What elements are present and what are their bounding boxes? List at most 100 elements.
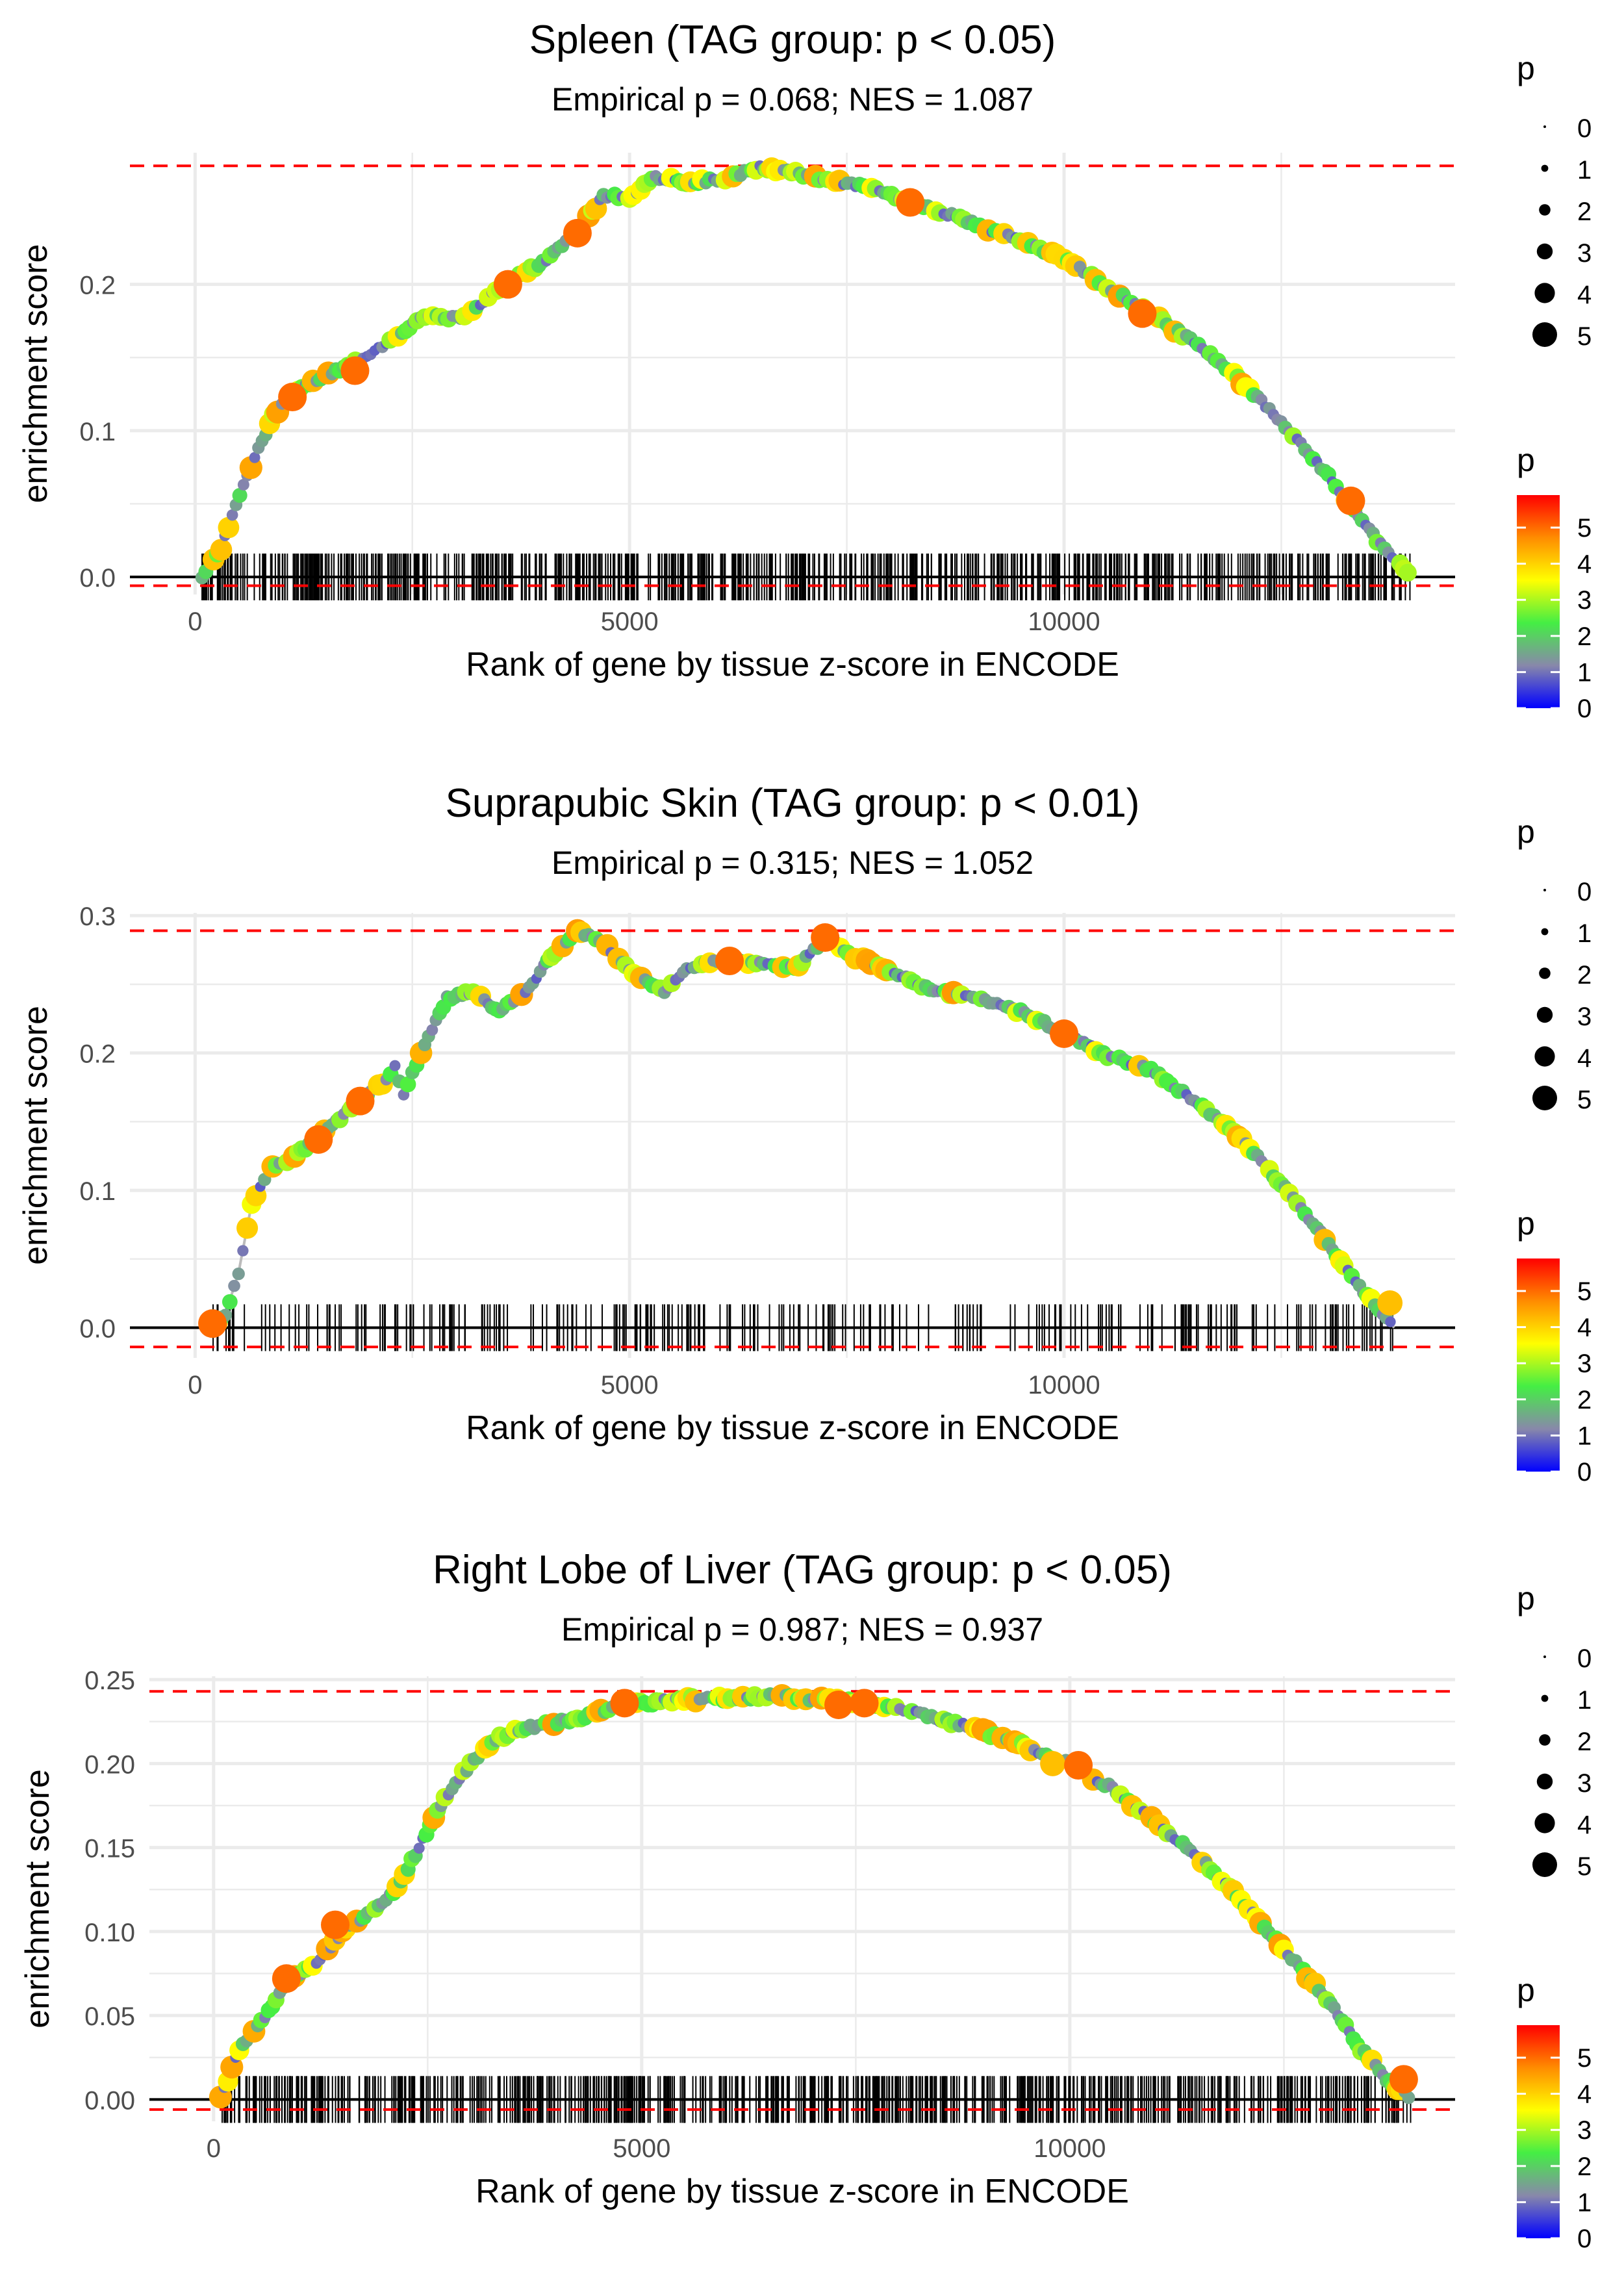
size-legend-title: p	[1517, 813, 1535, 850]
highlight-point	[1050, 1019, 1079, 1049]
color-legend-title: p	[1517, 442, 1535, 478]
highlight-point	[1336, 486, 1365, 515]
size-legend-label: 5	[1577, 1086, 1592, 1114]
size-legend-key	[1532, 322, 1557, 347]
y-tick-label: 0.05	[84, 2002, 135, 2031]
size-legend-title: p	[1517, 1580, 1535, 1616]
data-point	[218, 517, 240, 539]
color-legend-label: 4	[1577, 2080, 1592, 2109]
x-axis-title: Rank of gene by tissue z-score in ENCODE	[466, 646, 1119, 683]
highlight-point	[1377, 1290, 1403, 1316]
x-tick-label: 5000	[601, 1371, 659, 1399]
data-point	[210, 539, 233, 561]
y-tick-label: 0.15	[84, 1835, 135, 1863]
x-axis-title: Rank of gene by tissue z-score in ENCODE	[476, 2173, 1129, 2210]
size-legend-label: 4	[1577, 1811, 1592, 1839]
size-legend-label: 3	[1577, 1769, 1592, 1798]
size-legend-title: p	[1517, 50, 1535, 86]
color-legend-label: 1	[1577, 2188, 1592, 2217]
highlight-point	[715, 946, 744, 975]
color-legend-label: 1	[1577, 1422, 1592, 1450]
size-legend-key	[1543, 889, 1546, 891]
size-legend-key	[1534, 283, 1555, 303]
chart-title: Spleen (TAG group: p < 0.05)	[529, 18, 1056, 62]
y-axis-title: enrichment score	[17, 244, 55, 504]
chart-title: Right Lobe of Liver (TAG group: p < 0.05…	[433, 1548, 1172, 1592]
x-tick-label: 10000	[1034, 2134, 1106, 2163]
data-point	[232, 1267, 245, 1281]
highlight-point	[563, 218, 592, 248]
data-point	[236, 1217, 259, 1239]
size-legend: p 0 1 2 3 4 5	[1517, 813, 1592, 1114]
data-point	[226, 509, 238, 521]
color-legend: p 5 4 3 2 1 0	[1517, 442, 1592, 723]
size-legend-label: 5	[1577, 322, 1592, 351]
highlight-point	[304, 1125, 333, 1154]
size-legend-label: 0	[1577, 878, 1592, 906]
color-legend-label: 5	[1577, 1277, 1592, 1306]
size-legend-key	[1539, 1734, 1551, 1746]
size-legend-key	[1541, 1694, 1549, 1702]
size-legend-key	[1534, 1046, 1555, 1067]
size-legend-key	[1536, 1006, 1553, 1023]
highlight-point	[340, 356, 370, 385]
color-legend-label: 0	[1577, 695, 1592, 723]
color-legend-label: 0	[1577, 1458, 1592, 1487]
grid-lines	[149, 1676, 1455, 2121]
size-legend-label: 0	[1577, 114, 1592, 143]
y-tick-label: 0.10	[84, 1919, 135, 1947]
highlight-point	[278, 383, 307, 412]
y-tick-label: 0.20	[84, 1750, 135, 1779]
size-legend-label: 4	[1577, 281, 1592, 309]
size-legend-label: 1	[1577, 919, 1592, 948]
size-legend-label: 2	[1577, 961, 1592, 990]
highlight-point	[824, 1690, 854, 1719]
highlight-point	[272, 1964, 301, 1993]
highlight-point	[896, 188, 925, 217]
chart-subtitle: Empirical p = 0.068; NES = 1.087	[552, 81, 1034, 118]
size-legend-key	[1541, 928, 1549, 936]
color-legend-label: 3	[1577, 586, 1592, 615]
size-legend-label: 0	[1577, 1644, 1592, 1673]
color-legend-label: 2	[1577, 622, 1592, 651]
data-point	[400, 1076, 416, 1093]
size-legend-label: 4	[1577, 1044, 1592, 1073]
enrichment-points	[195, 157, 1417, 585]
size-legend-label: 1	[1577, 156, 1592, 185]
chart-title: Suprapubic Skin (TAG group: p < 0.01)	[446, 781, 1140, 826]
data-point	[413, 1843, 425, 1854]
enrichment-points	[198, 919, 1403, 1338]
chart-subtitle: Empirical p = 0.987; NES = 0.937	[561, 1611, 1043, 1648]
highlight-point	[346, 1086, 375, 1116]
color-legend-label: 3	[1577, 2116, 1592, 2145]
highlight-point	[493, 270, 522, 299]
highlight-point	[1064, 1751, 1093, 1780]
y-tick-label: 0.3	[79, 902, 116, 931]
color-legend-label: 2	[1577, 2153, 1592, 2181]
data-point	[222, 1294, 238, 1310]
y-tick-label: 0.1	[79, 1177, 116, 1206]
data-point	[237, 1245, 249, 1257]
data-point	[232, 487, 247, 504]
color-legend: p 5 4 3 2 1 0	[1517, 1972, 1592, 2253]
x-tick-label: 5000	[613, 2134, 670, 2163]
highlight-point	[198, 1309, 227, 1338]
x-tick-label: 0	[207, 2134, 221, 2163]
size-legend-key	[1543, 125, 1546, 128]
size-legend-label: 2	[1577, 198, 1592, 226]
size-legend-label: 3	[1577, 1003, 1592, 1031]
y-tick-label: 0.0	[79, 1314, 116, 1343]
size-legend-key	[1536, 243, 1553, 260]
data-point	[389, 1060, 401, 1071]
size-legend-key	[1532, 1086, 1557, 1110]
y-axis-title: enrichment score	[19, 1769, 57, 2028]
y-tick-label: 0.25	[84, 1667, 135, 1695]
color-legend-label: 5	[1577, 514, 1592, 543]
size-legend: p 0 1 2 3 4 5	[1517, 50, 1592, 351]
color-legend-label: 3	[1577, 1349, 1592, 1378]
x-tick-label: 10000	[1028, 607, 1100, 636]
y-tick-label: 0.0	[79, 564, 116, 593]
highlight-point	[1389, 2065, 1418, 2094]
size-legend-key	[1534, 1813, 1555, 1833]
